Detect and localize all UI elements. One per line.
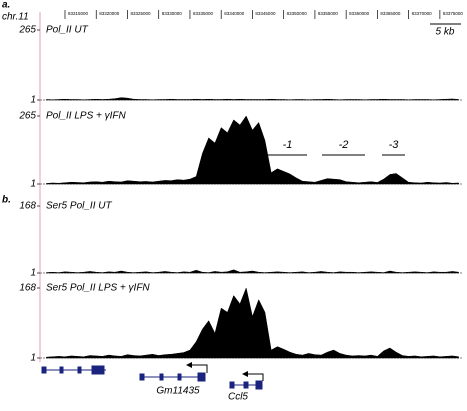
- y-tick-label: 168: [19, 201, 36, 212]
- y-tick-label: 1: [30, 268, 36, 279]
- x-tick-label: 83360000: [349, 11, 370, 16]
- track-label: Ser5 Pol_II LPS + γIFN: [46, 283, 150, 294]
- y-tick-label: 265: [18, 25, 36, 36]
- signal-area: [46, 97, 459, 101]
- peak-label: -3: [389, 139, 400, 151]
- peak-label: -2: [339, 139, 349, 151]
- gene-track: [41, 362, 264, 390]
- gene-label: Ccl5: [228, 392, 248, 403]
- panel-label: a.: [2, 0, 10, 11]
- track-label: Pol_II LPS + γIFN: [46, 111, 127, 122]
- x-tick-label: 83375000: [443, 11, 464, 16]
- x-tick-label: 83370000: [412, 11, 433, 16]
- signal-area: [46, 287, 459, 359]
- x-tick-label: 83350000: [287, 11, 308, 16]
- x-tick-label: 83320000: [99, 11, 120, 16]
- track-label: Ser5 Pol_II UT: [46, 201, 112, 212]
- gene-label: Gm11435: [156, 386, 200, 397]
- peak-label: -1: [283, 139, 293, 151]
- signal-area: [46, 269, 459, 274]
- y-tick-label: 1: [30, 179, 36, 190]
- x-tick-label: 83315000: [68, 11, 89, 16]
- track-label: Pol_II UT: [46, 25, 89, 36]
- signal-area: [46, 115, 459, 185]
- y-tick-label: 168: [19, 283, 36, 294]
- x-tick-label: 83365000: [380, 11, 401, 16]
- x-tick-label: 83355000: [318, 11, 339, 16]
- x-tick-label: 83335000: [193, 11, 214, 16]
- x-tick-label: 83325000: [130, 11, 151, 16]
- x-tick-label: 83345000: [255, 11, 276, 16]
- y-tick-label: 265: [18, 111, 36, 122]
- x-tick-label: 83330000: [162, 11, 183, 16]
- y-tick-label: 1: [30, 95, 36, 106]
- scale-bar-label: 5 kb: [436, 27, 455, 38]
- chromosome-label: chr.11: [2, 12, 29, 23]
- x-tick-label: 83340000: [224, 11, 245, 16]
- panel-label: b.: [2, 195, 11, 206]
- y-tick-label: 1: [30, 353, 36, 364]
